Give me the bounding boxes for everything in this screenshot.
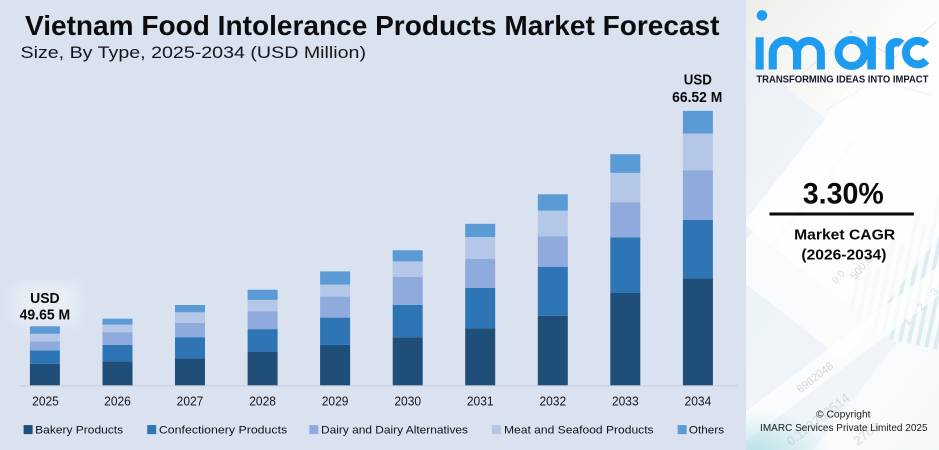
- svg-text:66.52 M: 66.52 M: [672, 89, 722, 106]
- svg-text:2031: 2031: [467, 393, 494, 408]
- svg-text:2033: 2033: [612, 393, 639, 408]
- svg-text:Dairy and Dairy Alternatives: Dairy and Dairy Alternatives: [321, 424, 469, 436]
- svg-text:Confectionery Products: Confectionery Products: [159, 424, 288, 436]
- svg-text:2027: 2027: [177, 393, 204, 408]
- svg-text:Size, By Type, 2025-2034 (USD: Size, By Type, 2025-2034 (USD Million): [21, 43, 366, 62]
- svg-text:2029: 2029: [322, 393, 349, 408]
- svg-text:2026: 2026: [104, 393, 131, 408]
- svg-text:2034: 2034: [685, 393, 712, 408]
- svg-text:2028: 2028: [249, 393, 276, 408]
- svg-text:2032: 2032: [539, 393, 566, 408]
- svg-text:2030: 2030: [394, 393, 421, 408]
- svg-text:Bakery Products: Bakery Products: [35, 424, 123, 436]
- svg-text:IMARC Services Private Limited: IMARC Services Private Limited 2025: [760, 423, 928, 434]
- svg-text:Vietnam Food Intolerance Produ: Vietnam Food Intolerance Products Market…: [25, 10, 720, 41]
- svg-text:49.65 M: 49.65 M: [20, 307, 71, 324]
- svg-text:USD: USD: [30, 290, 60, 307]
- svg-text:(2026-2034): (2026-2034): [801, 248, 886, 264]
- svg-text:3.30%: 3.30%: [803, 177, 884, 210]
- svg-text:Others: Others: [689, 424, 725, 436]
- svg-text:USD: USD: [684, 72, 712, 89]
- svg-text:Meat and Seafood Products: Meat and Seafood Products: [504, 424, 654, 436]
- svg-text:© Copyright: © Copyright: [816, 410, 871, 421]
- svg-text:2025: 2025: [32, 393, 59, 408]
- svg-text:Market CAGR: Market CAGR: [794, 228, 896, 244]
- svg-text:TRANSFORMING IDEAS INTO IMPACT: TRANSFORMING IDEAS INTO IMPACT: [756, 75, 929, 86]
